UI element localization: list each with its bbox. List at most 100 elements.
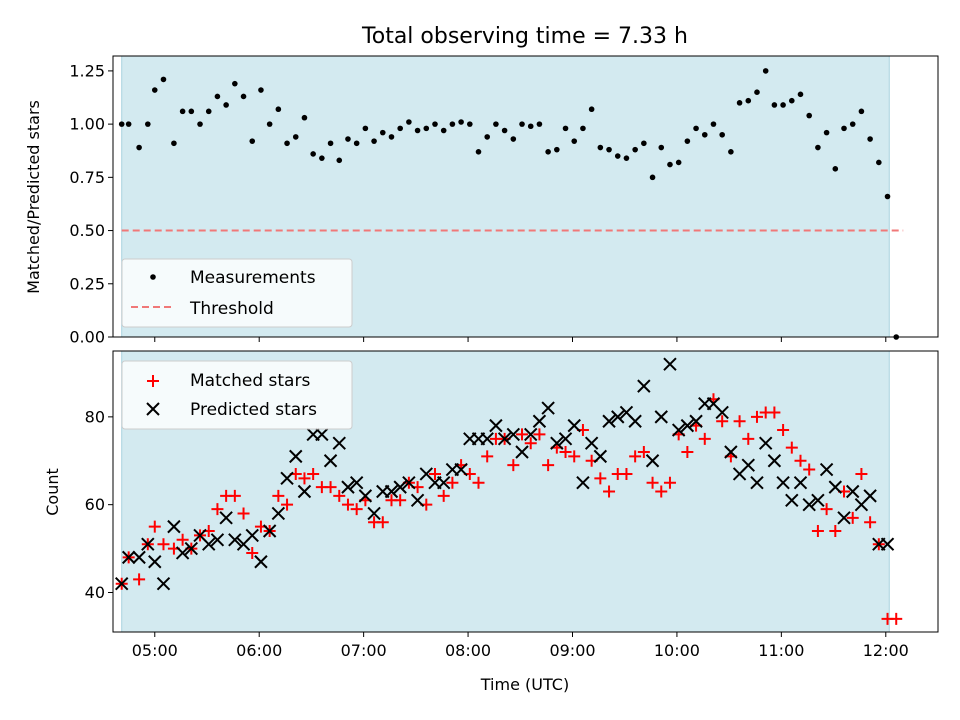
measurements-series	[118, 68, 900, 340]
top-y-tick-label: 1.25	[69, 61, 105, 80]
predicted-star-point	[576, 476, 590, 490]
predicted-star-point	[280, 471, 294, 486]
measurement-point	[501, 127, 508, 134]
matched-star-point	[803, 463, 816, 476]
predicted-star-point	[402, 476, 416, 490]
predicted-star-point	[393, 480, 407, 494]
measurement-point	[449, 121, 456, 127]
measurement-point	[510, 136, 517, 142]
matched-star-point	[637, 445, 650, 458]
predicted-star-point	[114, 576, 129, 591]
predicted-star-point	[132, 550, 146, 565]
matched-star-point	[281, 498, 294, 511]
measurement-point	[771, 102, 778, 108]
predicted-star-point	[315, 427, 329, 442]
predicted-star-point	[148, 555, 162, 569]
predicted-star-point	[436, 476, 451, 490]
x-tick-label: 06:00	[236, 641, 282, 660]
measurement-point	[728, 148, 734, 155]
measurement-point	[345, 136, 351, 142]
measurement-point	[406, 119, 412, 125]
legend-matched-label: Matched stars	[190, 371, 310, 391]
matched-star-point	[855, 467, 868, 480]
predicted-star-point	[724, 445, 738, 459]
legend-dot-marker	[150, 274, 156, 280]
measurement-point	[336, 157, 343, 164]
matched-star-point	[742, 432, 755, 445]
measurement-point	[876, 159, 882, 166]
predicted-star-point	[828, 480, 843, 494]
predicted-star-point	[121, 550, 136, 565]
matched-star-point	[341, 498, 354, 511]
matched-star-point	[237, 507, 250, 520]
predicted-star-point	[567, 418, 581, 433]
predicted-star-point	[297, 484, 312, 499]
measurement-point	[266, 121, 273, 127]
measurement-point	[475, 148, 482, 155]
x-tick-label: 08:00	[445, 641, 491, 660]
matched-star-point	[663, 476, 676, 489]
top-y-tick-label: 0.00	[69, 328, 105, 347]
predicted-star-point	[758, 436, 773, 450]
legend-x-marker	[146, 402, 160, 416]
matched-star-point	[472, 476, 485, 489]
measurement-point	[319, 155, 325, 161]
measurement-point	[310, 151, 316, 157]
top-y-tick-label: 0.50	[69, 221, 105, 240]
measurement-point	[554, 146, 560, 153]
measurement-point	[580, 125, 586, 132]
x-tick-label: 12:00	[863, 641, 909, 660]
matched-star-point	[777, 424, 790, 437]
bottom-legend: Matched stars Predicted stars	[121, 360, 353, 430]
predicted-star-point	[367, 506, 381, 521]
matched-star-point	[620, 467, 633, 480]
predicted-star-point	[524, 427, 538, 442]
measurement-point	[832, 166, 839, 172]
legend-predicted-label: Predicted stars	[190, 400, 317, 420]
matched-star-point	[350, 503, 363, 516]
matched-star-point	[148, 520, 161, 533]
measurement-point	[745, 97, 752, 104]
measurement-point	[353, 140, 360, 147]
predicted-star-point	[497, 432, 512, 446]
measurement-point	[797, 91, 804, 98]
predicted-star-point	[358, 489, 373, 503]
predicted-star-point	[593, 449, 608, 464]
predicted-star-point	[141, 537, 155, 551]
predicted-star-point	[741, 458, 755, 472]
predicted-star-point	[515, 445, 529, 459]
measurement-point	[710, 121, 717, 127]
measurement-point	[160, 76, 167, 83]
matched-star-point	[750, 410, 763, 423]
measurement-point	[397, 125, 403, 132]
measurement-point	[667, 161, 673, 168]
measurement-point	[240, 93, 247, 100]
measurement-point	[815, 144, 821, 151]
measurement-point	[545, 148, 551, 155]
predicted-star-point	[341, 480, 355, 494]
matched-star-point	[594, 472, 607, 485]
measurement-point	[701, 131, 708, 138]
predicted-star-point	[219, 511, 233, 525]
predicted-star-point	[506, 427, 521, 442]
predicted-star-point	[228, 533, 242, 547]
predicted-star-point	[323, 454, 338, 468]
measurement-point	[823, 129, 830, 136]
top-y-axis-label: Matched/Predicted stars	[24, 100, 43, 294]
measurement-point	[205, 108, 212, 115]
bottom-axis-ticks: 40 60 80 05:00 06:00 07:00 08:00 09:00 10:00 11:0…	[85, 407, 909, 660]
measurement-point	[693, 125, 699, 132]
top-axes-frame	[112, 55, 939, 338]
matched-star-point	[446, 476, 459, 489]
measurement-point	[197, 121, 203, 127]
predicted-star-point	[837, 511, 851, 525]
legend-threshold-label: Threshold	[189, 299, 274, 319]
matched-star-point	[428, 467, 441, 480]
top-y-tick-label: 0.75	[69, 168, 105, 187]
measurement-point	[423, 125, 430, 132]
measurement-point	[275, 106, 282, 113]
matched-star-point	[655, 485, 668, 498]
predicted-star-point	[689, 414, 703, 428]
measurement-point	[371, 138, 377, 144]
measurement-point	[284, 140, 290, 147]
